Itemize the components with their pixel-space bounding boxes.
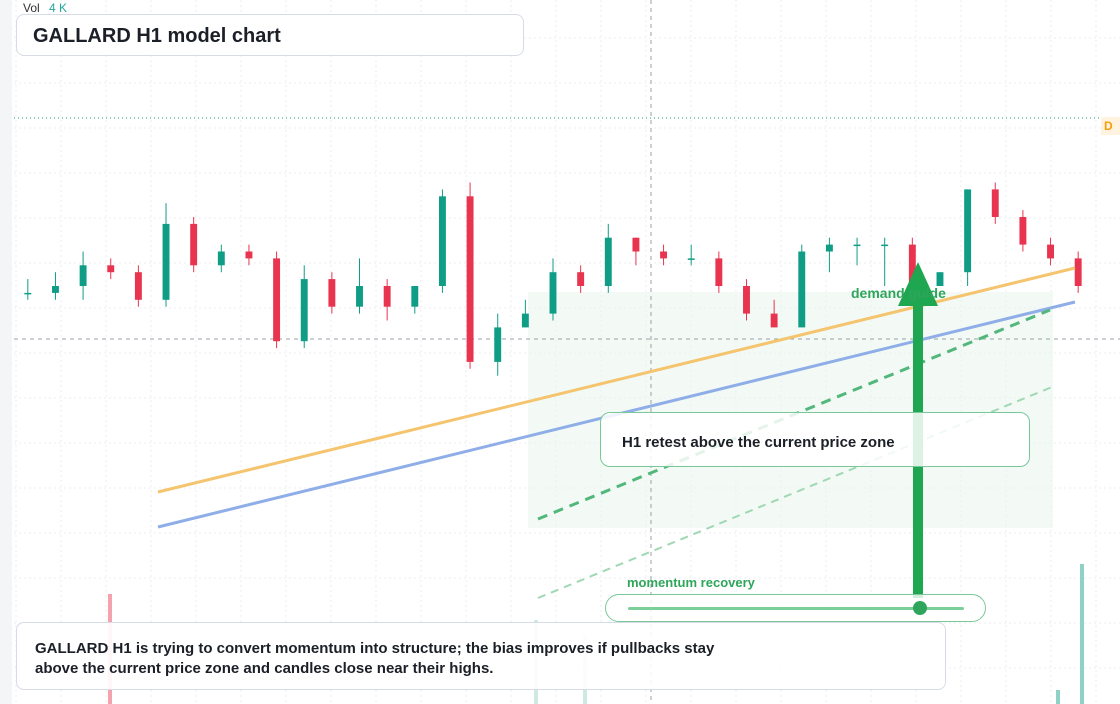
candle[interactable] <box>466 182 474 369</box>
candle-body <box>660 251 668 259</box>
volume-value: 4 K <box>49 1 68 15</box>
candle[interactable] <box>134 265 142 307</box>
retest-callout-text: H1 retest above the current price zone <box>622 434 895 451</box>
candle[interactable] <box>577 265 585 293</box>
candle[interactable] <box>521 299 529 328</box>
momentum-label: momentum recovery <box>627 575 755 590</box>
candle-body <box>438 196 446 286</box>
candle[interactable] <box>715 251 723 293</box>
candle-body <box>107 265 115 273</box>
candle-body <box>1019 217 1027 245</box>
candle-body <box>549 272 557 314</box>
candle[interactable] <box>217 244 225 273</box>
candle[interactable] <box>798 244 806 328</box>
candle[interactable] <box>245 244 253 266</box>
candle[interactable] <box>853 237 861 266</box>
momentum-slider[interactable] <box>605 594 986 622</box>
candle-body <box>521 313 529 328</box>
candles <box>24 182 1082 376</box>
candle[interactable] <box>411 286 419 314</box>
candle-body <box>881 244 889 247</box>
candle[interactable] <box>770 299 778 328</box>
candle-body <box>190 223 198 266</box>
demand-zone <box>528 292 1053 528</box>
candle[interactable] <box>300 265 308 349</box>
candle-body <box>328 279 336 307</box>
candle-body <box>466 196 474 362</box>
demand-arrow-head[interactable] <box>898 262 938 306</box>
candle-body <box>715 258 723 286</box>
candle-body <box>964 189 972 273</box>
candle[interactable] <box>24 279 32 300</box>
candle-body <box>245 251 253 259</box>
candle-body <box>853 244 861 247</box>
candle-body <box>908 244 916 286</box>
candle[interactable] <box>438 189 446 293</box>
candle[interactable] <box>964 189 972 286</box>
candle[interactable] <box>936 272 944 286</box>
candle-body <box>743 286 750 314</box>
candle[interactable] <box>79 251 87 300</box>
candle-body <box>300 279 308 342</box>
candle[interactable] <box>660 244 668 266</box>
candle-body <box>991 189 999 217</box>
candle[interactable] <box>687 244 695 266</box>
candle[interactable] <box>743 279 750 321</box>
candle[interactable] <box>273 251 281 349</box>
candle[interactable] <box>162 203 170 307</box>
candle-body <box>162 223 170 300</box>
volume-bar <box>1080 564 1084 704</box>
candle[interactable] <box>1074 251 1082 293</box>
candle-body <box>604 237 612 286</box>
candle-body <box>1047 244 1054 259</box>
candle[interactable] <box>632 237 640 266</box>
candle-body <box>356 286 363 307</box>
candle-body <box>79 265 87 286</box>
candle-body <box>687 258 695 260</box>
momentum-slider-knob[interactable] <box>913 601 928 615</box>
candle-body <box>217 251 225 266</box>
candle[interactable] <box>328 272 336 314</box>
candle-body <box>577 272 585 286</box>
retest-callout: H1 retest above the current price zone <box>600 412 1030 467</box>
volume-label: Vol <box>23 1 40 15</box>
title-panel: GALLARD H1 model chart <box>16 14 524 56</box>
caption-panel: GALLARD H1 is trying to convert momentum… <box>16 622 946 690</box>
candle-body <box>383 286 391 307</box>
candle[interactable] <box>1019 210 1027 252</box>
caption-text: GALLARD H1 is trying to convert momentum… <box>35 640 715 677</box>
candle[interactable] <box>549 258 557 321</box>
candle-body <box>632 237 640 252</box>
candle-body <box>273 258 281 342</box>
price-scale-strip <box>0 0 12 704</box>
candle-body <box>825 244 833 252</box>
candle[interactable] <box>881 237 889 286</box>
price-badge[interactable]: D <box>1101 117 1120 135</box>
candle-body <box>770 313 778 328</box>
candle-body <box>24 292 32 295</box>
candle[interactable] <box>604 223 612 293</box>
chart-title: GALLARD H1 model chart <box>33 25 281 47</box>
candle-body <box>52 286 59 293</box>
candle[interactable] <box>356 258 363 314</box>
candle-body <box>411 286 419 307</box>
candle[interactable] <box>825 237 833 273</box>
candle-body <box>798 251 806 328</box>
candle[interactable] <box>107 258 115 280</box>
candle[interactable] <box>190 217 198 273</box>
candle-body <box>134 272 142 300</box>
candle-body <box>1074 258 1082 286</box>
candle[interactable] <box>383 279 391 321</box>
momentum-slider-track[interactable] <box>628 607 964 610</box>
candle-body <box>936 272 944 286</box>
candle[interactable] <box>991 182 999 224</box>
candle[interactable] <box>52 272 59 300</box>
demand-guide-label: demand guide <box>851 285 946 301</box>
candle-body <box>494 327 502 362</box>
candle[interactable] <box>1047 237 1054 266</box>
volume-bar <box>1056 690 1060 704</box>
candle[interactable] <box>494 313 502 376</box>
